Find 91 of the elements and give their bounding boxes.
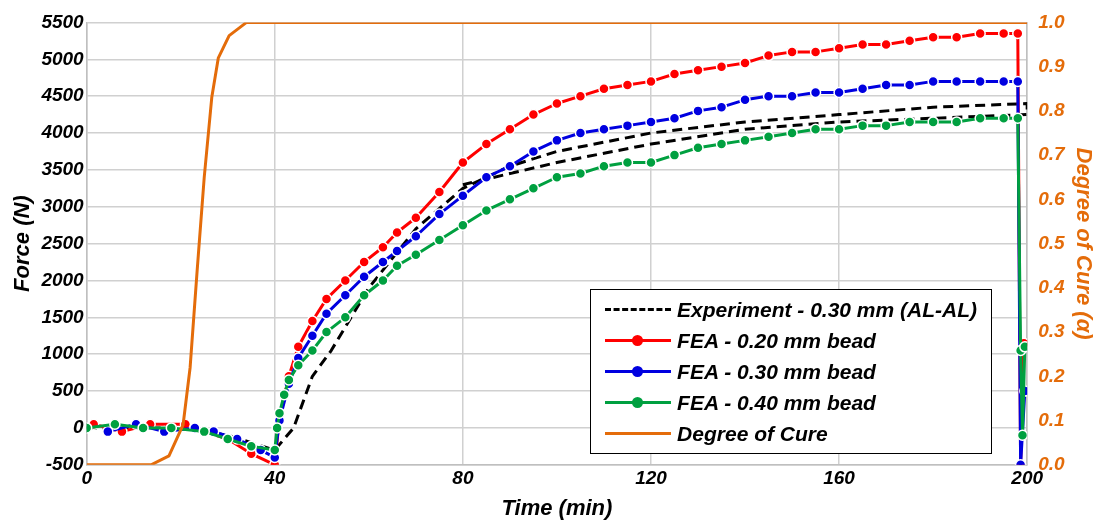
point [306,344,319,357]
y2-tick-label: 0.5 [1038,231,1066,253]
point [645,156,657,169]
point [410,212,422,224]
point [109,418,121,430]
x-tick-label: 80 [452,467,474,489]
legend-label: FEA - 0.40 mm bead [677,390,876,415]
point [377,256,389,268]
x-tick-label: 40 [263,467,286,489]
point [950,116,963,128]
y-tick-label: 500 [51,379,85,401]
point [245,440,258,453]
y-tick-label: 5000 [41,47,85,69]
point [433,234,446,246]
y2-tick-label: 0.8 [1038,99,1066,121]
point [457,189,469,202]
point [551,171,563,183]
point [269,444,281,456]
point [410,230,422,242]
point [1012,112,1024,124]
y2-axis-title: Degree of Cure (α) [1071,147,1097,340]
point [339,311,352,324]
y2-tick-label: 0.3 [1038,320,1066,342]
point [165,422,178,434]
legend-label: FEA - 0.30 mm bead [677,359,876,384]
point [692,105,704,117]
y2-tick-label: 0.4 [1038,276,1066,298]
point [645,116,657,128]
point [339,274,352,287]
y2-tick-label: 0.7 [1038,143,1067,165]
point [527,145,540,158]
point [739,57,751,69]
point [786,46,798,58]
x-tick-label: 120 [635,467,668,489]
point [997,112,1010,124]
point [598,160,610,172]
point [927,116,939,128]
point [927,31,939,43]
point [809,46,822,58]
point [668,68,681,80]
y2-tick-label: 0.9 [1038,54,1066,76]
y-tick-label: 2000 [40,268,85,290]
y-tick-label: 4500 [40,84,85,106]
y-tick-label: 5500 [41,10,85,32]
point [278,389,290,401]
point [457,219,469,231]
point [283,374,295,386]
point [645,75,657,88]
point [358,271,370,283]
point [974,112,986,124]
point [574,127,587,139]
point [621,79,634,91]
y2-tick-label: 1.0 [1038,10,1066,32]
point [271,422,283,434]
y-tick-label: 3500 [41,158,85,180]
y2-tick-label: 0.2 [1038,364,1066,386]
point [391,245,403,257]
point [339,289,352,301]
point [480,138,493,150]
y-tick-label: 1000 [41,342,85,364]
point [306,315,319,327]
point [358,289,370,301]
y2-tick-label: 0.6 [1038,187,1066,209]
x-axis-title: Time (min) [501,494,613,520]
point [903,79,916,91]
x-tick-label: 160 [823,467,856,489]
y-tick-label: 4000 [40,121,85,143]
point [137,422,149,434]
point [786,90,798,102]
point [433,208,446,220]
point [668,149,681,161]
point [833,86,845,99]
y2-tick-label: 0.1 [1038,408,1065,430]
point [880,79,892,91]
point [715,138,728,150]
y-tick-label: 0 [73,416,85,438]
point [786,127,798,139]
point [358,256,370,268]
legend-label: FEA - 0.20 mm bead [677,328,876,353]
point [903,116,916,128]
point [391,226,403,239]
point [762,49,775,62]
y-axis-title: Force (N) [9,195,35,292]
legend-label: Experiment - 0.30 mm (AL-AL) [677,297,977,322]
legend-label: Degree of Cure [677,421,828,446]
point [833,42,845,54]
y-tick-label: 3000 [41,194,85,216]
point [833,123,845,136]
point [457,156,469,169]
y-tick-label: 2500 [40,231,85,253]
y-tick-label: 1500 [41,305,85,327]
